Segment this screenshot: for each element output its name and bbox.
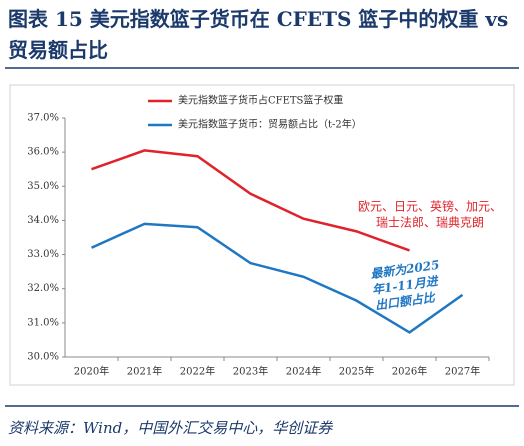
x-tick-label: 2026年 <box>392 365 427 378</box>
series-line <box>91 149 410 252</box>
legend-label: 美元指数篮子货币：贸易额占比（t-2年） <box>178 118 362 131</box>
annotation: 瑞士法郎、瑞典克朗 <box>376 216 484 230</box>
y-tick-label: 34.0% <box>27 215 59 226</box>
y-tick-label: 33.0% <box>27 249 59 260</box>
y-tick-label: 35.0% <box>27 181 59 192</box>
y-tick-label: 30.0% <box>27 352 59 363</box>
y-tick-label: 36.0% <box>27 147 59 158</box>
source: 资料来源：Wind，中国外汇交易中心，华创证券 <box>8 419 333 437</box>
legend-label: 美元指数篮子货币占CFETS篮子权重 <box>178 94 343 107</box>
title: 图表 15 美元指数篮子货币在 CFETS 篮子中的权重 vs 贸易额占比 <box>8 7 509 62</box>
x-tick-label: 2023年 <box>233 365 268 378</box>
series-line <box>90 222 464 334</box>
x-tick-label: 2027年 <box>445 365 480 378</box>
y-tick-label: 37.0% <box>27 113 59 124</box>
x-tick-label: 2022年 <box>180 365 215 378</box>
x-tick-label: 2021年 <box>127 365 162 378</box>
y-tick-label: 31.0% <box>27 317 59 328</box>
annotation: 欧元、日元、英镑、加元、 <box>358 199 502 214</box>
x-tick-label: 2024年 <box>286 365 321 378</box>
x-tick-label: 2025年 <box>339 365 374 378</box>
frame <box>9 84 515 386</box>
x-tick-label: 2020年 <box>74 365 109 378</box>
y-tick-label: 32.0% <box>27 283 59 294</box>
